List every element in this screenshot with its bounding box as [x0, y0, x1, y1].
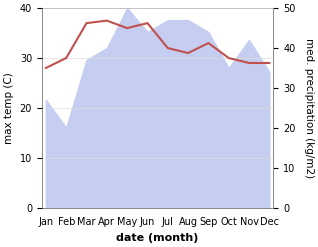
Y-axis label: med. precipitation (kg/m2): med. precipitation (kg/m2) [304, 38, 314, 178]
X-axis label: date (month): date (month) [116, 233, 199, 243]
Y-axis label: max temp (C): max temp (C) [4, 72, 14, 144]
